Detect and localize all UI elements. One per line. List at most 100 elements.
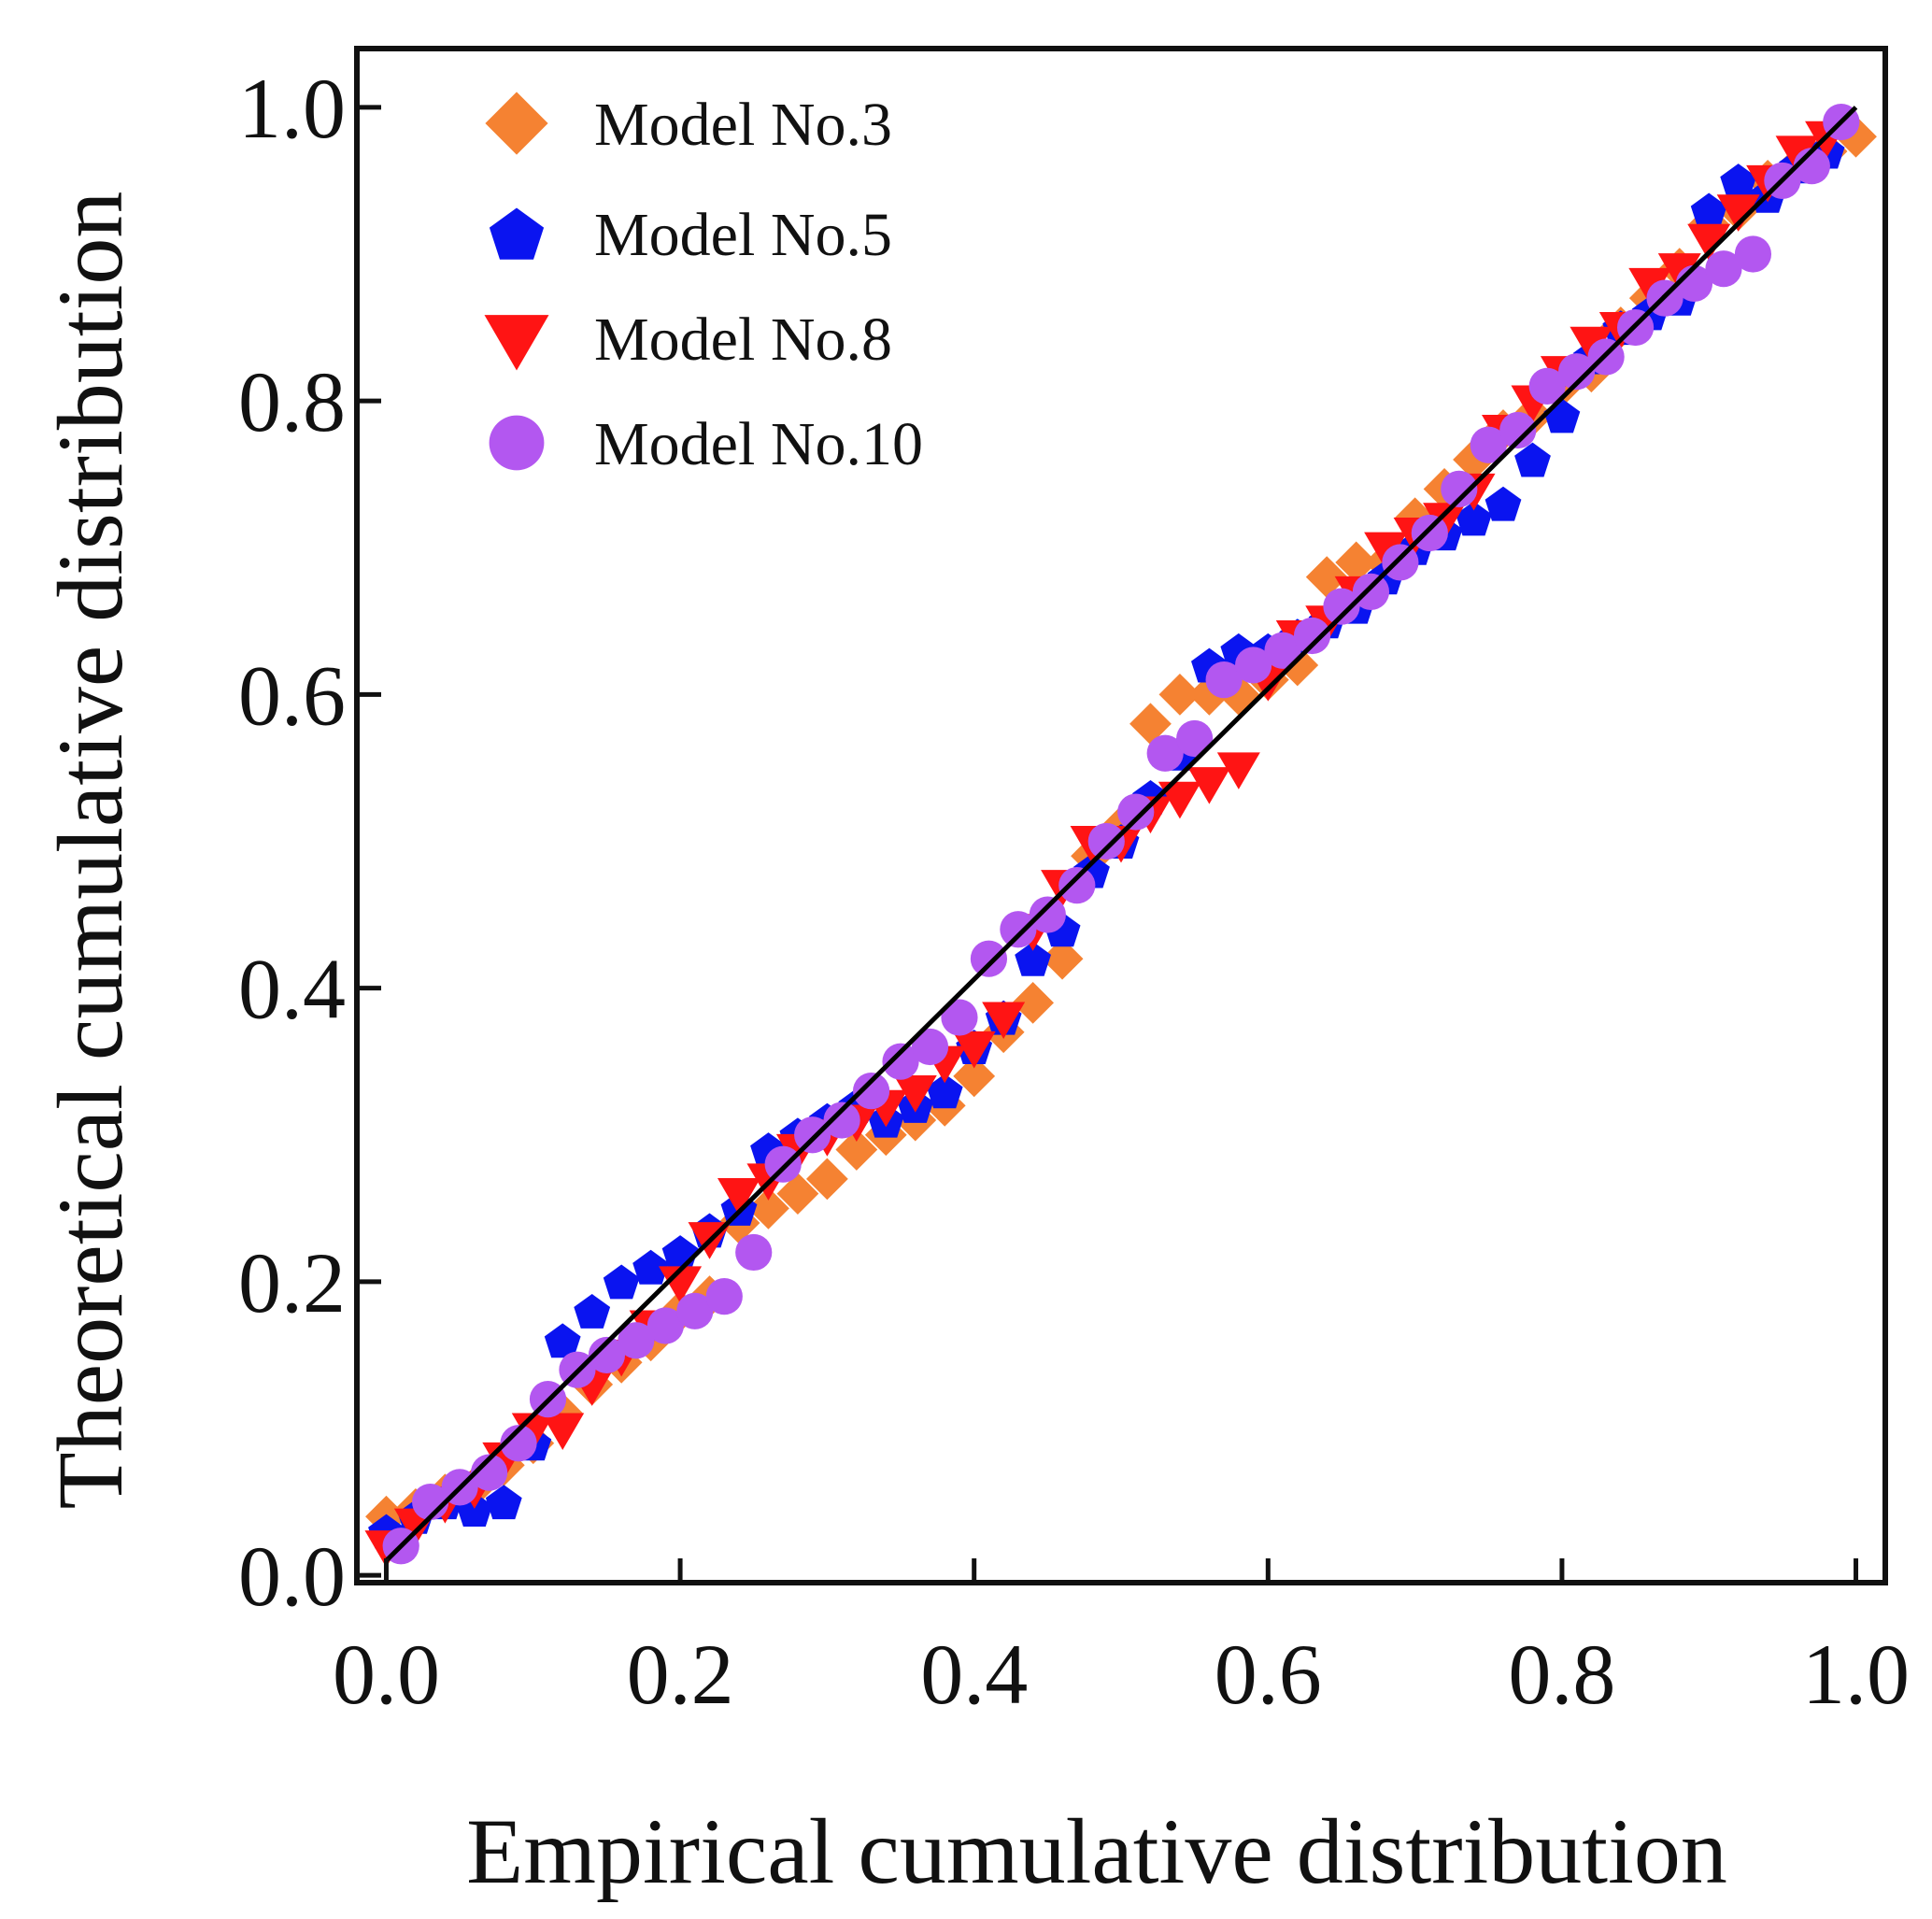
data-point <box>1485 486 1522 521</box>
data-point <box>1146 734 1184 772</box>
data-point <box>1335 541 1378 584</box>
data-point <box>1423 503 1467 540</box>
data-point <box>676 1292 714 1329</box>
y-axis-title: Theoretical cumulative distribution <box>38 192 142 1510</box>
y-tick-label: 0.8 <box>238 354 346 449</box>
data-point <box>705 1277 743 1315</box>
legend-item: Model No.3 <box>485 91 892 159</box>
y-tick-label: 0.0 <box>238 1528 346 1624</box>
data-point <box>1734 235 1772 273</box>
data-point <box>823 1102 860 1139</box>
data-point <box>1323 588 1360 625</box>
data-point <box>776 1173 819 1215</box>
data-point <box>1012 981 1055 1024</box>
data-point <box>485 1485 522 1520</box>
data-point <box>1514 442 1551 477</box>
data-point <box>805 1158 848 1201</box>
data-point <box>1364 532 1408 570</box>
data-point <box>544 1323 581 1358</box>
data-point <box>852 1073 890 1110</box>
data-point <box>1187 767 1231 804</box>
data-point <box>1276 644 1319 687</box>
data-point <box>794 1116 831 1154</box>
data-point <box>603 1264 640 1300</box>
data-point <box>632 1249 669 1285</box>
data-point <box>893 1075 937 1113</box>
legend-marker <box>489 207 545 260</box>
data-point <box>1456 501 1492 536</box>
legend-item: Model No.8 <box>484 306 892 374</box>
data-point <box>541 1413 585 1451</box>
data-point <box>1015 941 1051 976</box>
data-point <box>1293 617 1331 655</box>
legend-marker <box>484 315 549 371</box>
data-point <box>1441 470 1478 507</box>
data-point <box>1720 163 1757 198</box>
legend: Model No.3 Model No.5 Model No.8 Model No.1… <box>484 91 923 478</box>
x-tick-label: 1.0 <box>1802 1627 1910 1722</box>
x-tick-label: 0.2 <box>627 1627 734 1722</box>
data-point <box>952 1031 996 1069</box>
data-point <box>953 1055 996 1098</box>
data-point <box>882 1043 919 1080</box>
y-tick-label: 0.4 <box>238 942 346 1037</box>
data-point <box>500 1425 537 1462</box>
legend-label: Model No.3 <box>594 91 892 159</box>
data-point <box>1528 367 1566 405</box>
legend-marker <box>489 415 545 471</box>
plot-frame <box>354 46 1888 1585</box>
data-point <box>1690 192 1727 228</box>
data-point <box>470 1454 508 1491</box>
data-point <box>970 940 1008 977</box>
x-tick-label: 0.8 <box>1508 1627 1615 1722</box>
data-point <box>1000 911 1037 948</box>
data-point <box>588 1336 626 1374</box>
data-point <box>835 1129 878 1171</box>
reference-line <box>384 106 1858 1563</box>
data-point <box>1158 673 1201 716</box>
legend-label: Model No.5 <box>594 201 892 269</box>
legend-marker <box>485 92 548 155</box>
data-point <box>1775 135 1819 173</box>
x-tick-label: 0.6 <box>1215 1627 1322 1722</box>
data-point <box>1470 426 1507 463</box>
legend-item: Model No.10 <box>489 410 923 478</box>
data-point <box>735 1233 773 1272</box>
data-point <box>982 1002 1026 1040</box>
data-point <box>1687 223 1731 262</box>
y-tick-label: 1.0 <box>238 61 346 156</box>
data-point <box>659 1266 703 1303</box>
data-point <box>1716 194 1760 232</box>
legend-label: Model No.10 <box>594 410 923 478</box>
data-point <box>1234 647 1272 684</box>
data-point <box>941 999 978 1036</box>
data-point <box>1305 556 1348 599</box>
data-point <box>1187 673 1230 716</box>
data-point <box>511 1413 555 1451</box>
data-point <box>1029 896 1066 933</box>
data-point <box>1117 793 1155 831</box>
data-point <box>926 1073 963 1109</box>
data-point <box>1411 514 1448 552</box>
data-point <box>1570 326 1613 364</box>
data-point <box>1352 573 1390 610</box>
data-point <box>1041 937 1084 980</box>
x-axis: 0.0 0.2 0.4 0.6 0.8 1.0 <box>333 1558 1910 1722</box>
data-point <box>1705 250 1742 288</box>
data-point <box>1835 115 1877 158</box>
data-point <box>661 1235 699 1270</box>
y-tick-label: 0.6 <box>238 647 346 743</box>
data-point <box>1453 438 1495 481</box>
data-point <box>764 1145 802 1183</box>
data-point <box>1264 632 1301 669</box>
reference-line-group <box>384 106 1858 1563</box>
data-point <box>646 1307 684 1344</box>
x-axis-title: Empirical cumulative distribution <box>466 1799 1727 1903</box>
data-point <box>574 1294 611 1329</box>
data-point <box>1216 752 1260 789</box>
x-tick-label: 0.4 <box>920 1627 1028 1722</box>
series-model-no-8 <box>364 121 1849 1568</box>
data-point <box>1058 867 1096 904</box>
data-point <box>618 1322 655 1359</box>
